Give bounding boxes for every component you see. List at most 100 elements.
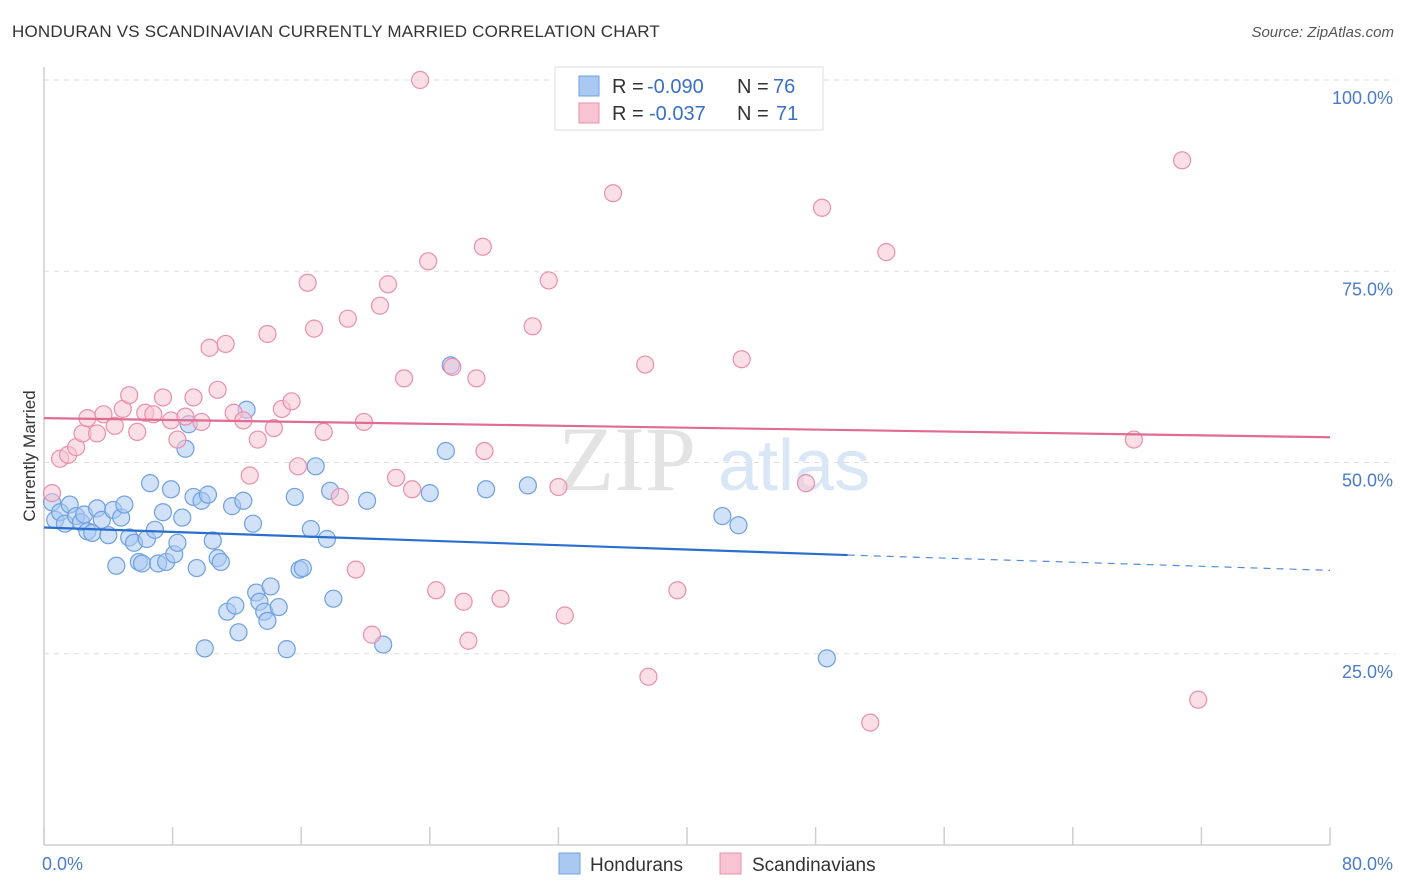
point-scandinavians-31 [288,457,308,476]
legend-r-value-2: -0.037 [649,103,706,125]
legend-swatch-hondurans [578,75,600,97]
point-scandinavians-44 [403,480,422,499]
point-hondurans-27 [161,480,181,499]
point-hondurans-68 [476,480,496,499]
point-scandinavians-59 [603,184,623,203]
point-hondurans-47 [243,514,263,533]
trend-line-extension-hondurans [847,554,1331,571]
point-hondurans-65 [420,484,439,503]
point-scandinavians-34 [314,422,333,441]
point-scandinavians-13 [144,405,163,424]
y-tick-label-100: 100.0% [1332,88,1393,108]
point-scandinavians-48 [443,357,462,376]
point-hondurans-43 [226,596,245,615]
point-scandinavians-40 [370,296,390,315]
point-scandinavians-30 [282,392,301,411]
point-hondurans-52 [261,577,280,596]
point-scandinavians-50 [459,631,478,650]
y-tick-label-75: 75.0% [1342,279,1393,299]
point-hondurans-69 [518,476,537,495]
y-tick-label-50: 50.0% [1342,471,1393,491]
point-hondurans-55 [285,487,304,507]
point-hondurans-62 [324,589,343,608]
point-scandinavians-49 [454,592,473,611]
point-scandinavians-69 [1173,151,1192,170]
watermark-atlas: atlas [718,426,870,506]
point-scandinavians-33 [304,319,324,338]
point-scandinavians-21 [208,380,227,399]
point-hondurans-54 [277,640,296,659]
point-scandinavians-35 [330,487,349,507]
grid-lines [44,79,1395,655]
point-scandinavians-25 [240,466,259,485]
point-scandinavians-10 [120,386,139,405]
legend: R = -0.090 N = 76 R = -0.037 N = 71 [554,66,824,131]
source-label: Source: ZipAtlas.com [1251,24,1394,41]
point-scandinavians-43 [394,369,414,388]
point-scandinavians-46 [419,252,438,271]
point-hondurans-34 [187,558,206,578]
point-scandinavians-32 [298,273,317,292]
point-scandinavians-57 [549,477,568,497]
point-hondurans-53 [269,597,288,617]
point-scandinavians-47 [427,581,446,600]
point-hondurans-72 [817,649,836,668]
legend-n-label-2: N = [737,103,769,125]
legend-r-value-1: -0.090 [647,76,704,98]
series-scandinavians [42,70,1208,732]
point-scandinavians-19 [192,412,211,432]
x-tick-max: 80.0% [1342,854,1393,874]
point-hondurans-44 [229,623,248,642]
point-hondurans-37 [198,485,218,504]
point-hondurans-63 [358,491,377,510]
point-hondurans-45 [234,491,253,510]
point-hondurans-38 [203,531,222,550]
point-scandinavians-42 [386,468,406,487]
point-scandinavians-18 [184,388,203,407]
point-scandinavians-55 [523,317,542,336]
point-hondurans-70 [713,506,732,526]
bottom-legend-label-hondurans: Hondurans [590,855,683,876]
point-scandinavians-37 [346,560,365,579]
point-hondurans-30 [173,508,192,527]
point-scandinavians-63 [732,350,751,369]
legend-swatch-scandinavians [578,102,600,124]
point-hondurans-71 [729,516,748,535]
series-hondurans [42,356,836,668]
point-scandinavians-36 [338,309,357,328]
point-hondurans-22 [140,474,160,493]
point-scandinavians-62 [668,581,687,600]
watermark-zip: ZIP [558,408,696,510]
trend-line-hondurans [43,526,848,557]
legend-n-value-2: 71 [776,103,798,125]
trend-lines [43,417,1331,571]
point-hondurans-60 [317,529,337,549]
point-scandinavians-26 [248,430,267,449]
point-hondurans-58 [301,519,320,539]
point-hondurans-66 [436,441,455,461]
point-scandinavians-28 [264,418,283,438]
point-hondurans-29 [168,533,187,552]
point-scandinavians-66 [861,713,880,732]
x-tick-min: 0.0% [42,854,83,874]
chart-title: HONDURAN VS SCANDINAVIAN CURRENTLY MARRI… [12,22,661,41]
point-hondurans-25 [153,503,173,522]
point-scandinavians-52 [473,237,492,256]
legend-r-label-2: R = [612,103,644,125]
point-scandinavians-17 [176,407,195,426]
point-scandinavians-51 [467,369,486,388]
point-hondurans-57 [293,558,312,578]
point-scandinavians-53 [475,441,494,461]
point-hondurans-40 [211,552,230,572]
data-points [42,70,1208,732]
point-scandinavians-70 [1189,690,1208,709]
point-hondurans-20 [132,554,152,573]
legend-n-value-1: 76 [773,76,795,98]
y-tick-label-25: 25.0% [1342,662,1393,682]
point-scandinavians-64 [796,474,816,493]
bottom-legend-label-scandinavians: Scandinavians [752,855,876,876]
point-scandinavians-54 [491,589,510,608]
bottom-legend-swatch-hondurans [558,852,581,875]
y-tick-labels: 25.0% 50.0% 75.0% 100.0% [1332,88,1393,682]
